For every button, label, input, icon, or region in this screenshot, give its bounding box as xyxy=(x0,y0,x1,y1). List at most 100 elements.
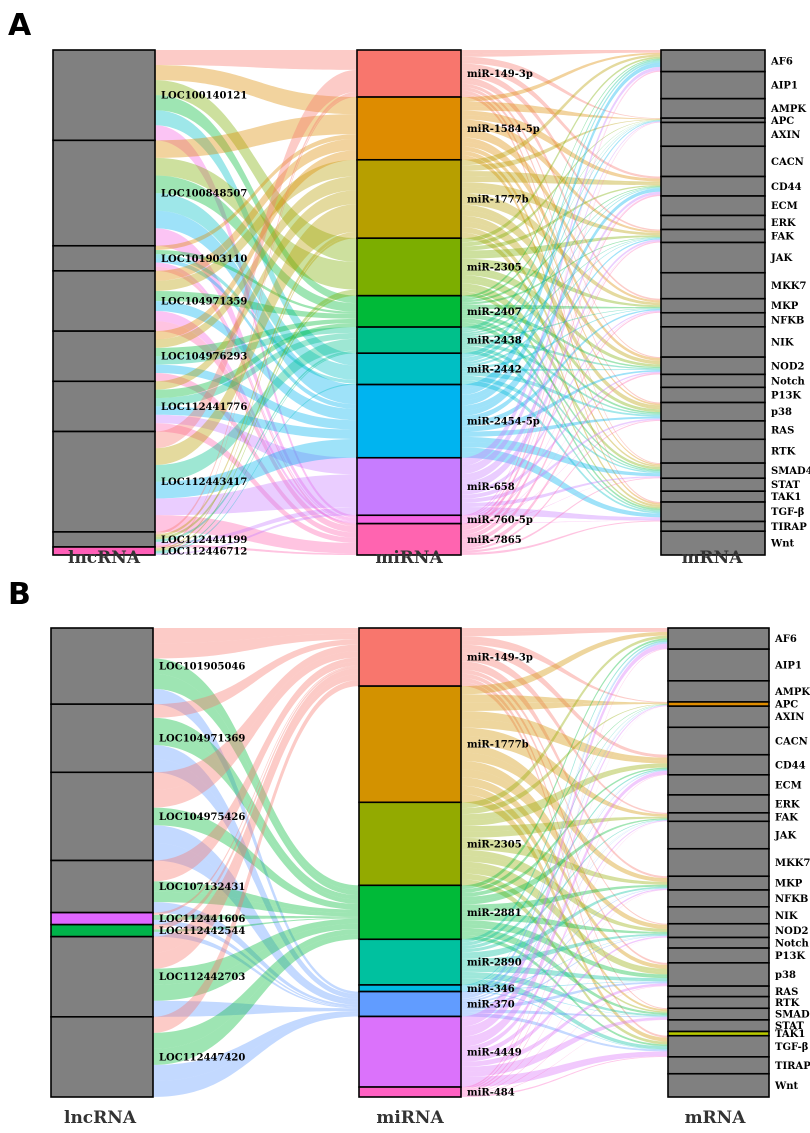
mirna-mrna-flow xyxy=(461,774,668,1091)
lncrna-mirna-flow xyxy=(153,825,359,1002)
panel-b: B LOC101905046LOC104971369LOC104975426LO… xyxy=(8,577,810,1128)
mirna-mrna-flow xyxy=(461,210,661,365)
mirna-mrna-flow xyxy=(461,239,661,487)
mirna-mrna-flow xyxy=(461,283,661,469)
mirna-mrna-flow xyxy=(461,774,668,1092)
mirna-mrna-flow xyxy=(461,377,661,474)
mirna-mrna-flow xyxy=(461,51,661,57)
mirna-mrna-flow xyxy=(461,324,661,511)
mirna-mrna-flow xyxy=(461,187,661,236)
mirna-node-mir-2454-5p xyxy=(356,383,462,459)
lncrna-mirna-flow xyxy=(155,338,357,482)
lncrna-mirna-flow xyxy=(155,249,357,314)
lncrna-mirna-flow xyxy=(155,414,357,475)
mirna-mrna-flow xyxy=(461,371,661,416)
mirna-mrna-flow xyxy=(461,309,661,427)
lncrna-mirna-flow xyxy=(153,902,359,1007)
lncrna-mirna-flow xyxy=(153,807,359,910)
mirna-mrna-flow xyxy=(461,235,661,255)
mrna-node-cd44 xyxy=(667,753,770,776)
mrna-label-p38: p38 xyxy=(775,970,796,981)
mirna-mrna-flow xyxy=(461,744,668,881)
mirna-mrna-flow xyxy=(461,916,668,934)
mrna-node-mkk7 xyxy=(667,847,770,878)
mirna-mrna-flow xyxy=(461,185,661,251)
mrna-label-p13k: P13K xyxy=(775,951,805,962)
lncrna-mirna-flow xyxy=(155,110,357,366)
mirna-mrna-flow xyxy=(461,1056,668,1097)
column-label-mrna: mRNA xyxy=(685,1108,747,1128)
panel-letter: A xyxy=(8,8,32,43)
mirna-label-mir-2305: miR-2305 xyxy=(467,262,522,273)
mirna-mrna-flow xyxy=(461,990,668,1017)
mrna-node-nod2 xyxy=(660,356,766,376)
mirna-mrna-flow xyxy=(461,769,668,929)
lncrna-mirna-flow xyxy=(155,193,357,381)
mrna-label-af6: AF6 xyxy=(774,634,797,645)
mirna-mrna-flow xyxy=(461,194,661,519)
lncrna-mirna-flow xyxy=(155,406,357,439)
mirna-mrna-flow xyxy=(461,990,668,1050)
mirna-mrna-flow xyxy=(461,150,661,466)
mirna-mrna-flow xyxy=(461,520,661,555)
mirna-mrna-flow xyxy=(461,820,668,1052)
mirna-mrna-flow xyxy=(461,703,668,815)
mirna-mrna-flow xyxy=(461,843,668,885)
mirna-mrna-flow xyxy=(461,1014,668,1052)
mrna-node-tgf xyxy=(660,501,766,523)
mrna-label-ampk: AMPK xyxy=(770,104,806,115)
mirna-mrna-flow xyxy=(461,887,668,959)
lncrna-mirna-flow xyxy=(153,928,359,1049)
mrna-label-nik: NIK xyxy=(775,911,798,922)
mrna-label-p38: p38 xyxy=(771,407,792,418)
mirna-mrna-flow xyxy=(461,370,661,432)
mrna-label-mkk7: MKK7 xyxy=(771,281,806,292)
mirna-mrna-flow xyxy=(461,1056,668,1097)
mrna-label-mkp: MKP xyxy=(771,301,799,312)
mirna-mrna-flow xyxy=(461,198,661,306)
lncrna-mirna-flow xyxy=(155,293,357,551)
mirna-mrna-flow xyxy=(461,1011,668,1018)
mirna-mrna-flow xyxy=(461,1017,668,1072)
mirna-node-mir-149-3p xyxy=(358,627,462,687)
mirna-mrna-flow xyxy=(461,694,668,704)
mirna-mrna-flow xyxy=(461,320,661,471)
mirna-mrna-flow xyxy=(461,121,661,406)
mirna-mrna-flow xyxy=(461,70,661,526)
mirna-mrna-flow xyxy=(461,975,668,1017)
lncrna-mirna-flow xyxy=(155,210,357,405)
mirna-mrna-flow xyxy=(461,58,661,298)
mrna-node-axin xyxy=(660,121,766,148)
mirna-mrna-flow xyxy=(461,884,668,909)
mirna-mrna-flow xyxy=(461,204,661,363)
mrna-label-cacn: CACN xyxy=(775,737,808,748)
lncrna-mirna-flow xyxy=(153,1011,359,1081)
lncrna-mirna-flow xyxy=(155,80,357,262)
lncrna-mirna-flow xyxy=(155,507,357,545)
mirna-node-mir-2438 xyxy=(356,326,462,355)
mirna-mrna-flow xyxy=(461,507,661,519)
mrna-node-tirap xyxy=(667,1056,770,1075)
mrna-node-p38 xyxy=(667,962,770,987)
mirna-mrna-flow xyxy=(461,642,668,996)
mirna-mrna-flow xyxy=(461,308,661,369)
lncrna-mirna-flow xyxy=(155,438,357,499)
mrna-label-fak: FAK xyxy=(771,231,794,242)
mirna-node-mir-2881 xyxy=(358,884,462,941)
lncrna-label-loc104971369: LOC104971369 xyxy=(159,734,245,745)
mrna-node-stat xyxy=(660,477,766,492)
lncrna-mirna-flow xyxy=(153,633,359,659)
mirna-mrna-flow xyxy=(461,935,668,1006)
mirna-mrna-flow xyxy=(461,155,661,505)
mirna-mrna-flow xyxy=(461,982,668,1010)
lncrna-mirna-flow xyxy=(153,919,359,1008)
lncrna-node-loc104971359 xyxy=(52,270,156,332)
mirna-mrna-flow xyxy=(461,673,668,965)
column-label-mirna: miRNA xyxy=(376,1108,444,1128)
lncrna-mirna-flow xyxy=(153,639,359,718)
lncrna-node-loc107132431 xyxy=(50,859,154,914)
mrna-node-ras xyxy=(667,985,770,998)
mirna-mrna-flow xyxy=(461,56,661,243)
mirna-mrna-flow xyxy=(461,70,661,516)
mirna-mrna-flow xyxy=(461,375,661,473)
